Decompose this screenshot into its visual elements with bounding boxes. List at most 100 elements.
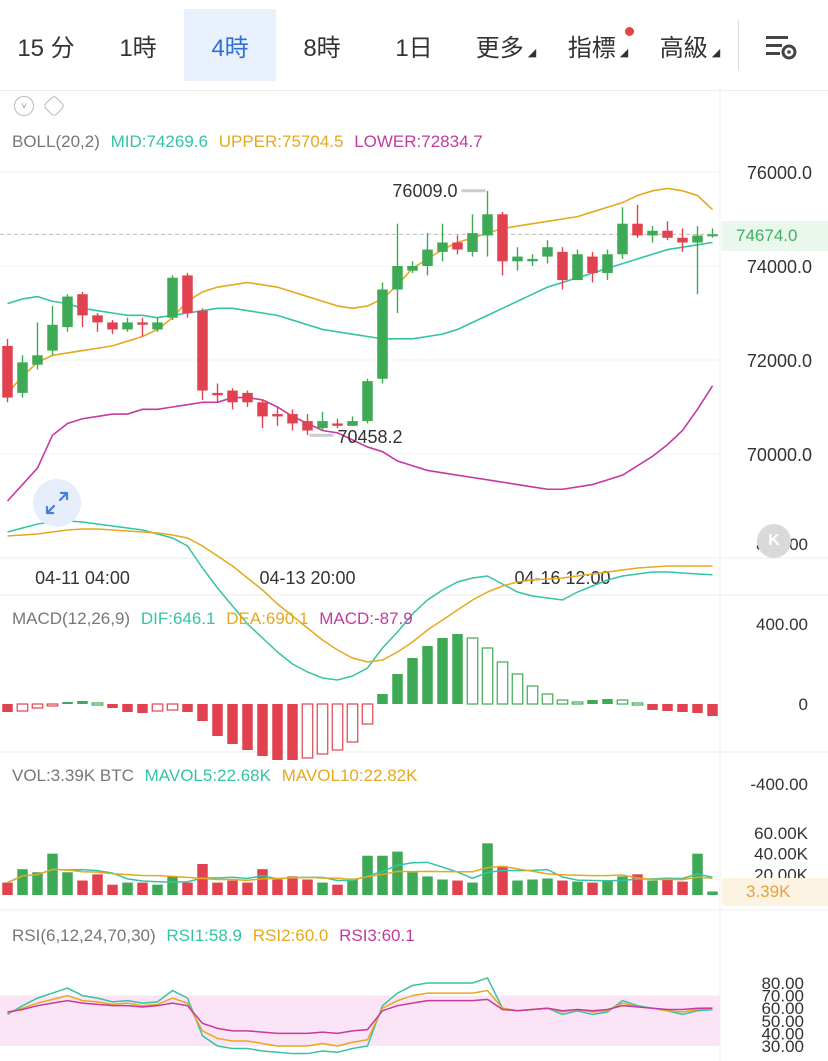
tab-2[interactable]: 4時 <box>184 9 276 81</box>
collapse-icon[interactable]: ˅ <box>14 96 34 116</box>
candle-body <box>662 230 673 238</box>
volume-bar <box>347 878 358 895</box>
price-axis-label: 70000.0 <box>747 445 812 465</box>
candle-body <box>677 237 688 243</box>
macd-bar <box>2 704 13 712</box>
time-axis-label: 04-13 20:00 <box>259 568 355 588</box>
candle-body <box>422 249 433 266</box>
candle-body <box>587 256 598 274</box>
macd-bar <box>437 638 448 704</box>
candle-body <box>137 322 148 325</box>
volume-bar <box>557 880 568 895</box>
candle-body <box>212 392 223 396</box>
tab-4[interactable]: 1日 <box>368 9 460 81</box>
volume-bar <box>677 881 688 895</box>
vol-ma5-label: MAVOL5:22.68K <box>144 766 271 785</box>
tab-1[interactable]: 1時 <box>92 9 184 81</box>
volume-bar <box>197 864 208 895</box>
notification-dot-icon <box>625 27 634 36</box>
candle-body <box>497 214 508 262</box>
k-logo-button[interactable]: K <box>757 524 791 558</box>
rsi-header: RSI(6,12,24,70,30) RSI1:58.9 RSI2:60.0 R… <box>12 926 421 946</box>
volume-bar <box>62 872 73 895</box>
volume-bar <box>452 880 463 895</box>
macd-bar <box>377 694 388 704</box>
timeframe-tab-bar: 15 分 1時 4時 8時 1日 更多 ◢ 指標 ◢ 高級 ◢ <box>0 0 828 91</box>
tab-list: 15 分 1時 4時 8時 1日 更多 ◢ 指標 ◢ 高級 ◢ <box>0 9 736 81</box>
volume-bar <box>287 876 298 895</box>
macd-axis-label: 400.00 <box>756 615 808 634</box>
candle-body <box>272 414 283 417</box>
volume-bar <box>212 882 223 895</box>
macd-bar <box>287 704 298 760</box>
rsi3-label: RSI3:60.1 <box>339 926 415 945</box>
rsi2-label: RSI2:60.0 <box>252 926 329 945</box>
volume-bar <box>437 879 448 895</box>
macd-bar <box>407 658 418 704</box>
volume-bar <box>32 872 43 895</box>
candle-body <box>602 254 613 274</box>
volume-bar <box>137 882 148 895</box>
volume-bar <box>707 891 718 895</box>
macd-bar <box>616 699 629 705</box>
price-axis-label: 72000.0 <box>747 351 812 371</box>
candle-body <box>257 402 268 417</box>
candle-body <box>227 390 238 403</box>
volume-bar <box>392 851 403 895</box>
volume-bar <box>107 884 118 895</box>
chart-settings-icon[interactable] <box>764 32 798 62</box>
volume-bar <box>662 879 673 895</box>
caret-icon: ◢ <box>619 46 629 59</box>
tab-3[interactable]: 8時 <box>276 9 368 81</box>
boll-mid-line <box>7 241 713 340</box>
candle-body <box>317 421 328 429</box>
rsi-axis-label: 70.00 <box>761 987 804 1006</box>
vol-ma10-line <box>7 865 713 884</box>
tab-label: 4時 <box>211 34 249 62</box>
macd-bar <box>257 704 268 756</box>
caret-icon: ◢ <box>711 46 721 59</box>
boll-lower-label: LOWER:72834.7 <box>354 132 483 151</box>
macd-bar <box>496 661 509 705</box>
vol-axis-label: 40.00K <box>754 845 809 864</box>
macd-bar <box>422 646 433 704</box>
macd-bar <box>602 699 613 704</box>
last-price-tag: 74674.0 <box>722 221 828 251</box>
candle-body <box>707 234 718 237</box>
tab-6[interactable]: 指標 ◢ <box>552 9 644 81</box>
volume-bar <box>497 866 508 895</box>
boll-header: BOLL(20,2) MID:74269.6 UPPER:75704.5 LOW… <box>12 132 489 152</box>
macd-bar <box>481 647 494 705</box>
volume-bar <box>572 881 583 895</box>
time-axis-label: 04-16 12:00 <box>514 568 610 588</box>
gear-icon[interactable] <box>42 94 66 118</box>
macd-bar <box>526 685 539 705</box>
candle-body <box>467 233 478 252</box>
expand-button[interactable] <box>33 479 81 527</box>
tab-5[interactable]: 更多 ◢ <box>460 9 552 81</box>
macd-dea-line <box>7 528 713 663</box>
macd-bar <box>91 702 104 706</box>
macd-bar <box>301 703 314 759</box>
candle-body <box>632 223 643 236</box>
volume-bar <box>227 880 238 895</box>
time-axis-label: 04-11 04:00 <box>35 568 130 588</box>
boll-lower-line <box>6 385 714 502</box>
tab-7[interactable]: 高級 ◢ <box>644 9 736 81</box>
boll-upper-label: UPPER:75704.5 <box>218 132 344 151</box>
tab-0[interactable]: 15 分 <box>0 9 92 81</box>
price-axis-label: 74000.0 <box>747 257 812 277</box>
macd-bar <box>556 699 569 705</box>
macd-bar <box>151 703 164 712</box>
macd-bar <box>62 702 73 704</box>
candle-body <box>482 214 493 236</box>
macd-bar <box>587 700 598 704</box>
candle-body <box>77 294 88 316</box>
volume-bar <box>77 880 88 895</box>
tab-label: 高級 <box>659 34 708 62</box>
macd-bar <box>46 703 59 707</box>
low-price-label: 70458.2 <box>338 427 403 447</box>
candle-body <box>17 362 28 393</box>
macd-bar <box>137 704 148 713</box>
